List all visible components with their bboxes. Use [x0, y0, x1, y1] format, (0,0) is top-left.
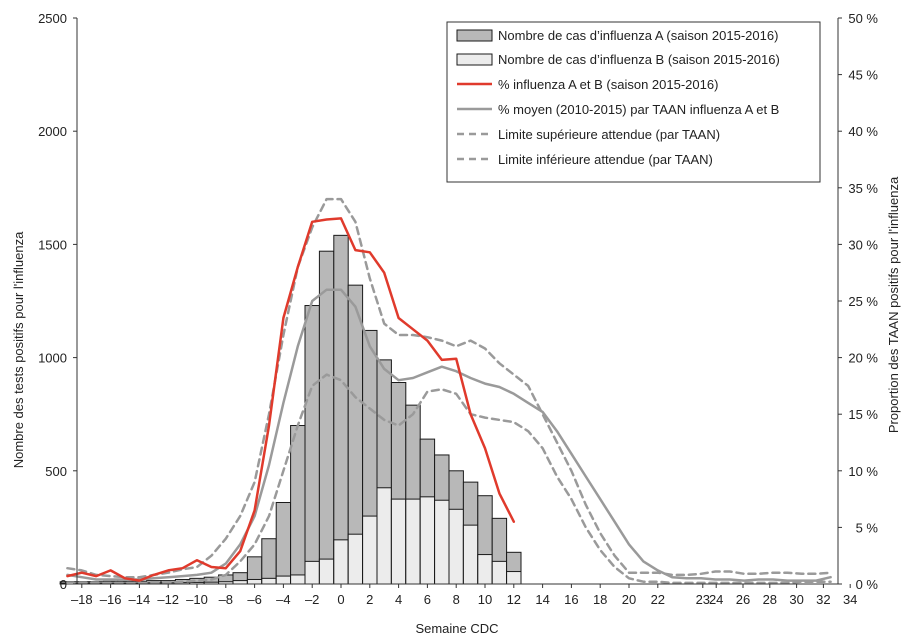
bar-influenza-b [419, 496, 436, 585]
x-tick-label: 30 [789, 592, 803, 607]
x-tick-label: 22 [651, 592, 665, 607]
bar-influenza-b [390, 498, 407, 585]
bar-influenza-b [405, 498, 421, 585]
y-right-tick-label: 45 % [848, 68, 878, 83]
y-left-tick-label: 2000 [38, 124, 67, 139]
legend-label-red-line: % influenza A et B (saison 2015-2016) [498, 77, 718, 92]
x-ticks: –18 –16 –14 –12 –10 –8 –6 –4 –2 0 2 4 6 8 10 12 14 16 18 20… [71, 584, 857, 607]
bar-influenza-a [290, 425, 306, 585]
bar-influenza-a [318, 250, 335, 585]
y-right-tick-label: 30 % [848, 237, 878, 252]
y-right-tick-label: 10 % [848, 464, 878, 479]
bar-influenza-b [232, 580, 248, 585]
legend-swatch-bar-a [456, 29, 493, 42]
y-axis-left-title: Nombre des tests positifs pour l'influen… [11, 231, 26, 468]
bar-influenza-b [376, 487, 392, 585]
x-tick-label: –10 [186, 592, 208, 607]
x-tick-label: 32 [816, 592, 830, 607]
bar-influenza-b [506, 571, 522, 585]
y-left-tick-label: 2500 [38, 11, 67, 26]
x-tick-label: 4 [395, 592, 402, 607]
legend-label-upper-dashed: Limite supérieure attendue (par TAAN) [498, 127, 720, 142]
bar-influenza-a [261, 538, 277, 585]
legend-label-grey-line: % moyen (2010-2015) par TAAN influenza A… [498, 102, 779, 117]
bar-influenza-b [477, 554, 493, 585]
bar-influenza-b [246, 578, 263, 585]
bar-influenza-a [304, 305, 320, 585]
y-right-tick-label: 20 % [848, 351, 878, 366]
bar-influenza-b [290, 574, 306, 585]
legend-label-bar-a: Nombre de cas d’influenza A (saison 2015… [498, 28, 778, 43]
bar-influenza-a [333, 234, 349, 585]
legend-label-bar-b: Nombre de cas d’influenza B (saison 2015… [498, 52, 780, 67]
bar-influenza-b [318, 558, 335, 585]
bar-influenza-b [333, 539, 349, 585]
x-tick-label: 26 [736, 592, 750, 607]
x-tick-label: 23 [696, 592, 710, 607]
bar-influenza-b [362, 515, 378, 585]
x-tick-label: 6 [424, 592, 431, 607]
x-tick-label: –6 [247, 592, 261, 607]
x-tick-label: 12 [507, 592, 521, 607]
legend: Nombre de cas d’influenza A (saison 2015… [446, 21, 821, 183]
bar-influenza-b [491, 560, 508, 585]
y-ticks-left: 0 500 1000 1500 2000 2500 [38, 11, 77, 592]
x-tick-label: –2 [305, 592, 319, 607]
bar-influenza-a [275, 501, 292, 585]
x-tick-label: 34 [843, 592, 857, 607]
x-tick-label: 14 [535, 592, 549, 607]
y-left-tick-label: 1500 [38, 237, 67, 252]
line-upper-limit [66, 197, 832, 579]
legend-label-lower-dashed: Limite inférieure attendue (par TAAN) [498, 152, 713, 167]
lines-layer [66, 197, 832, 585]
x-tick-label: 28 [763, 592, 777, 607]
y-right-tick-label: 25 % [848, 294, 878, 309]
line-lower-limit [66, 373, 832, 585]
bar-influenza-b [434, 499, 450, 585]
x-tick-label: 18 [593, 592, 607, 607]
y-right-tick-label: 50 % [848, 11, 878, 26]
bar-influenza-b [304, 560, 320, 585]
y-left-tick-label: 1000 [38, 351, 67, 366]
bar-influenza-b [261, 577, 277, 585]
bars-layer [59, 234, 522, 585]
y-left-tick-label: 0 [60, 577, 67, 592]
legend-box [446, 21, 821, 183]
line-influenza-a-b [66, 217, 516, 582]
x-tick-label: –18 [71, 592, 93, 607]
x-tick-label: –4 [276, 592, 290, 607]
x-axis-title: Semaine CDC [415, 621, 498, 636]
bar-influenza-b [462, 524, 479, 585]
line-mean-2010-2015 [66, 288, 832, 582]
y-ticks-right: 0 % 5 % 10 % 15 % 20 % 25 % 30 % 35 % 40 % 45 % 50… [838, 11, 878, 592]
x-tick-label: 8 [453, 592, 460, 607]
x-tick-label: 16 [564, 592, 578, 607]
x-tick-label: –12 [157, 592, 179, 607]
y-right-tick-label: 40 % [848, 124, 878, 139]
y-axis-right-title: Proportion des TAAN positifs pour l'infl… [886, 176, 901, 433]
x-tick-label: 0 [337, 592, 344, 607]
y-left-tick-label: 500 [45, 464, 67, 479]
y-right-tick-label: 0 % [856, 577, 879, 592]
x-tick-label: –14 [129, 592, 151, 607]
y-right-tick-label: 15 % [848, 407, 878, 422]
x-tick-label: –16 [100, 592, 122, 607]
x-tick-label: 24 [709, 592, 723, 607]
y-right-tick-label: 35 % [848, 181, 878, 196]
bar-influenza-b [275, 575, 292, 585]
x-tick-label: 20 [622, 592, 636, 607]
bar-influenza-b [448, 508, 464, 585]
x-tick-label: 10 [478, 592, 492, 607]
x-tick-label: 2 [366, 592, 373, 607]
legend-swatch-bar-b [456, 53, 493, 66]
y-right-tick-label: 5 % [856, 520, 879, 535]
x-tick-label: –8 [219, 592, 233, 607]
bar-influenza-b [347, 533, 364, 585]
